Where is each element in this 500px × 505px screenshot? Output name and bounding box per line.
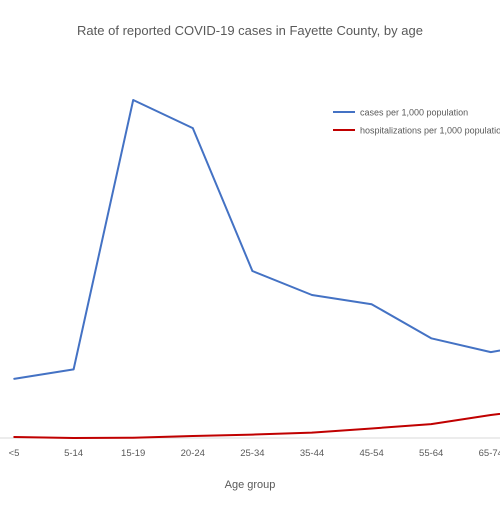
legend-label-2: hospitalizations per 1,000 population — [360, 126, 500, 136]
series-1-point — [490, 351, 492, 353]
series-2-point — [370, 427, 373, 430]
series-1-point — [72, 368, 75, 371]
series-2-point — [192, 435, 194, 437]
series-1-point — [251, 270, 254, 272]
x-tick-label: 65-74 — [479, 448, 500, 459]
series-2-point — [311, 431, 313, 434]
series-1-point — [13, 378, 15, 380]
x-tick-label: 20-24 — [181, 448, 205, 459]
series-1-point — [311, 294, 313, 296]
series-1-point — [370, 303, 373, 305]
legend-label-1: cases per 1,000 population — [360, 108, 468, 118]
series-2-point — [490, 414, 492, 416]
x-tick-label: 55-64 — [419, 448, 443, 459]
x-tick-label: 25-34 — [240, 448, 264, 459]
legend: cases per 1,000 population hospitalizatio… — [333, 108, 500, 136]
series-line-2 — [13, 412, 500, 439]
x-tick-label: 5-14 — [64, 448, 83, 459]
series-1-point — [430, 337, 433, 340]
chart-title: Rate of reported COVID-19 cases in Fayet… — [77, 23, 423, 38]
series-1-point — [132, 99, 134, 101]
series-group — [13, 99, 500, 439]
series-2-point — [132, 436, 134, 439]
series-1-point — [192, 127, 194, 129]
x-tick-label: 35-44 — [300, 448, 324, 459]
x-axis-title: Age group — [225, 479, 276, 491]
x-tick-label: <5 — [9, 448, 20, 459]
x-tick-labels: <5 5-14 15-19 20-24 25-34 35-44 45-54 55-64 65-7… — [9, 448, 500, 459]
series-2-point — [430, 423, 433, 425]
x-tick-label: 45-54 — [359, 448, 383, 459]
series-2-point — [72, 437, 75, 439]
series-line-1 — [13, 99, 500, 380]
series-2-point — [13, 436, 15, 438]
series-2-point — [251, 433, 254, 436]
x-tick-label: 15-19 — [121, 448, 145, 459]
